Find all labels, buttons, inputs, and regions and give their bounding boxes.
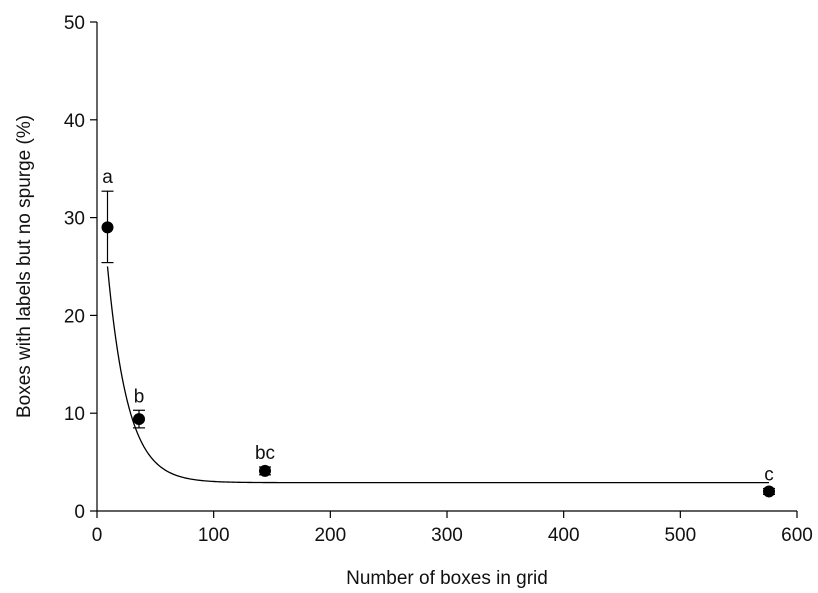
y-tick-label: 0 xyxy=(74,502,85,523)
data-point-group: b xyxy=(133,386,145,429)
data-point xyxy=(763,485,775,498)
x-tick-label: 200 xyxy=(314,525,346,546)
x-tick-label: 500 xyxy=(664,525,696,546)
y-tick-label: 50 xyxy=(64,13,85,34)
fit-curve-group xyxy=(106,266,769,484)
x-tick-label: 0 xyxy=(92,525,103,546)
data-points: a b bc c xyxy=(101,167,775,498)
significance-label: c xyxy=(764,465,774,486)
y-tick-label: 40 xyxy=(64,111,85,132)
data-point xyxy=(133,413,145,426)
significance-label: b xyxy=(134,386,145,407)
x-tick-label: 100 xyxy=(198,525,230,546)
x-tick-label: 300 xyxy=(431,525,463,546)
significance-label: a xyxy=(102,167,113,188)
data-point xyxy=(101,221,114,234)
data-point xyxy=(259,464,271,477)
y-tick-label: 30 xyxy=(64,209,85,230)
y-tick-label: 20 xyxy=(64,306,85,327)
data-point-group: bc xyxy=(255,443,275,477)
data-point-group: a xyxy=(101,167,114,264)
x-tick-label: 400 xyxy=(548,525,580,546)
y-axis-title: Boxes with labels but no spurge (%) xyxy=(14,115,35,418)
axes: 0 100 200 300 400 500 600 0 10 20 30 40 50 xyxy=(64,13,813,546)
y-tick-label: 10 xyxy=(64,404,85,425)
x-axis-title: Number of boxes in grid xyxy=(346,568,548,589)
fit-curve xyxy=(106,266,769,484)
x-tick-label: 600 xyxy=(781,525,813,546)
significance-label: bc xyxy=(255,443,275,464)
data-point-group: c xyxy=(763,465,775,498)
